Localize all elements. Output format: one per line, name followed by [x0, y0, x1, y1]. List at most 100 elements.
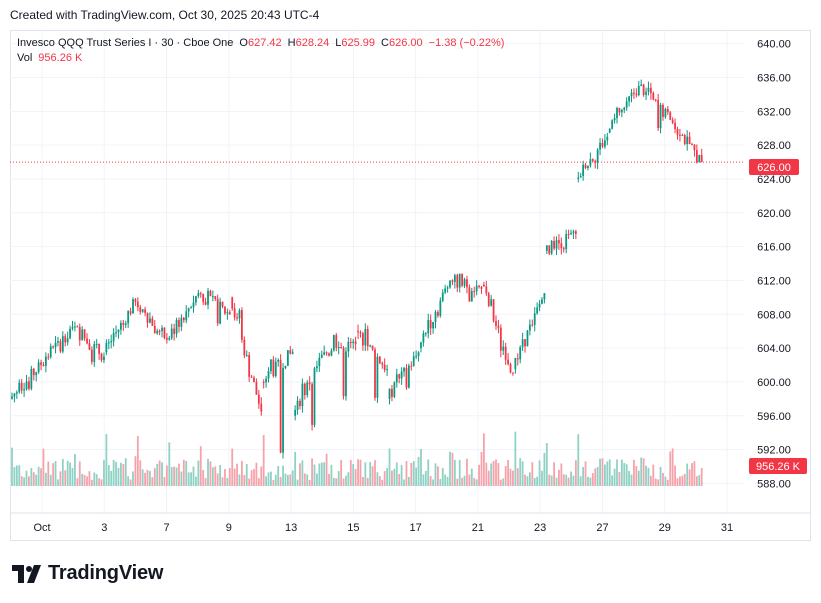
candle-body [170, 328, 173, 339]
candle-body [335, 335, 338, 348]
candle-body [567, 234, 570, 236]
candle-body [277, 359, 280, 362]
time-tick-label: Oct [33, 522, 50, 534]
volume-bar [349, 460, 352, 486]
volume-bar [168, 442, 171, 486]
candle-body [417, 352, 420, 356]
candle-body [23, 389, 25, 391]
candle-body [695, 150, 698, 163]
volume-bar [313, 464, 316, 486]
candle-body [168, 338, 171, 340]
volume-bar [296, 479, 299, 486]
volume-bar [398, 473, 401, 486]
volume-bar [78, 461, 81, 486]
candle-body [195, 296, 197, 303]
volume-bar [490, 463, 493, 486]
volume-bar [83, 474, 86, 486]
volume-bar [185, 460, 188, 486]
volume-bar [224, 469, 226, 486]
volume-bar [405, 461, 408, 486]
candle-body [461, 273, 464, 286]
tradingview-logo[interactable]: TradingView [12, 562, 163, 585]
volume-bar [182, 459, 185, 486]
volume-bar [180, 471, 183, 486]
candle-body [553, 240, 555, 249]
last-price-badge [749, 159, 799, 175]
volume-bar [190, 472, 192, 486]
volume-bar [359, 459, 362, 486]
candle-body [44, 356, 47, 366]
volume-bar [342, 478, 345, 486]
volume-bar [550, 475, 553, 486]
volume-bar [504, 466, 507, 486]
candle-body [332, 335, 335, 351]
volume-bar [30, 467, 33, 486]
volume-bar [681, 475, 684, 486]
volume-bar [570, 471, 572, 486]
candle-body [165, 337, 168, 340]
volume-bar [514, 431, 517, 486]
candle-body [35, 372, 38, 376]
volume-bar [587, 476, 589, 486]
candle-body [54, 342, 57, 348]
volume-bar [606, 461, 609, 486]
candle-body [238, 310, 241, 319]
candle-body [683, 135, 686, 145]
candle-body [647, 87, 650, 92]
candle-body [289, 350, 292, 354]
candle-body [357, 331, 359, 333]
volume-bar [594, 468, 597, 486]
volume-bar [37, 466, 40, 486]
candle-body [37, 362, 40, 373]
volume-bar [13, 467, 16, 486]
volume-bar [633, 459, 635, 486]
candle-body [180, 317, 183, 327]
volume-bar [422, 474, 425, 486]
legend-vol-label: Vol [17, 52, 33, 64]
candlestick-chart[interactable]: 640.00 636.00 632.00 628.00 624.00 620.00 616.… [0, 0, 821, 545]
volume-bar [98, 478, 101, 486]
candle-body [202, 293, 205, 302]
volume-bar [178, 463, 180, 486]
volume-bar [538, 460, 541, 486]
candle-body [473, 291, 476, 293]
candle-body [25, 381, 28, 390]
candle-body [434, 312, 437, 322]
candle-body [633, 92, 635, 94]
volume-bar [553, 462, 555, 486]
candle-body [509, 364, 512, 373]
volume-bar [376, 472, 379, 486]
volume-bar [439, 478, 442, 486]
volume-bar [61, 458, 64, 486]
candle-body [572, 231, 575, 233]
volume-bar [434, 463, 437, 486]
candle-body [76, 326, 79, 328]
volume-bar [449, 451, 451, 486]
candle-body [337, 347, 340, 349]
candle-body [526, 330, 529, 347]
price-tick-label: 588.00 [757, 478, 791, 490]
candle-body [625, 101, 628, 108]
candle-body [393, 382, 396, 397]
candle-body [693, 144, 696, 151]
volume-bar [90, 479, 93, 486]
candle-body [398, 374, 401, 379]
volume-bar [427, 459, 430, 486]
candle-body [161, 327, 163, 331]
candle-body [107, 342, 110, 344]
candle-body [28, 381, 30, 389]
volume-bar [294, 451, 297, 486]
candle-body [192, 302, 195, 308]
candle-body [545, 245, 548, 251]
volume-bar [52, 463, 55, 486]
candle-body [420, 342, 422, 349]
candle-body [608, 128, 611, 133]
candle-body [90, 349, 93, 362]
candle-body [20, 382, 23, 391]
volume-bar [562, 474, 565, 486]
candle-body [405, 367, 408, 388]
volume-bar [316, 473, 318, 486]
candle-body [538, 303, 541, 308]
volume-bar [393, 468, 396, 486]
candle-body [587, 165, 589, 169]
